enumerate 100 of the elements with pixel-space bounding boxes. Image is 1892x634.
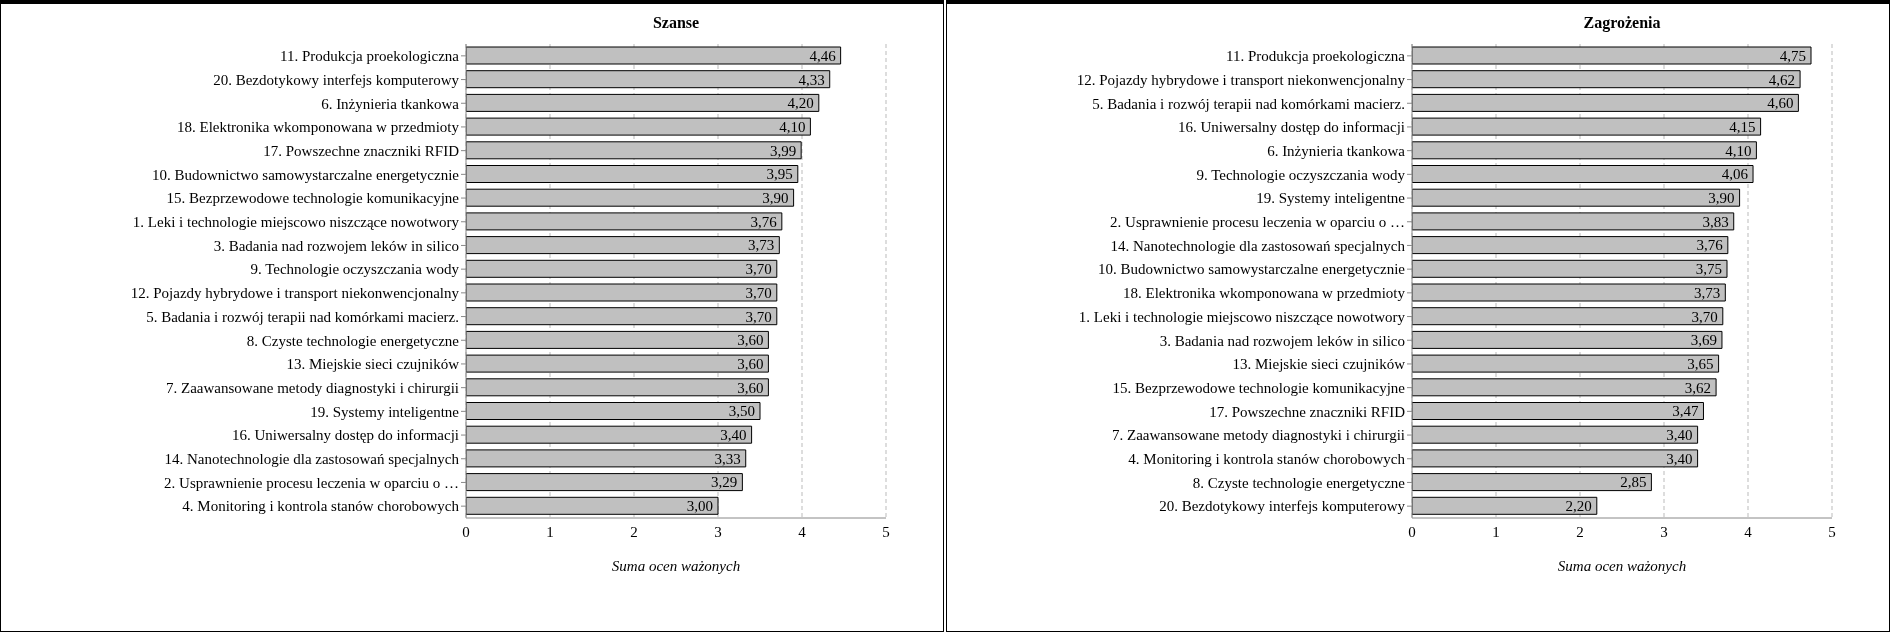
- data-label: 3,90: [1708, 190, 1735, 207]
- data-label: 4,33: [798, 71, 825, 88]
- y-tick-label: 13. Miejskie sieci czujników: [286, 356, 460, 373]
- y-tick-label: 17. Powszechne znaczniki RFID: [1209, 403, 1406, 420]
- y-tick-label: 8. Czyste technologie energetyczne: [1192, 474, 1406, 491]
- y-tick-label: 6. Inżynieria tkankowa: [1267, 142, 1406, 159]
- bar: [1412, 212, 1735, 231]
- x-tick-label: 4: [1744, 523, 1753, 540]
- y-tick-label: 1. Leki i technologie miejscowo niszczące nowotwory: [1078, 308, 1406, 325]
- data-label: 3,70: [1691, 308, 1718, 325]
- y-tick-label: 16. Uniwersalny dostęp do informacji: [1177, 119, 1405, 136]
- data-label: 3,95: [766, 166, 793, 183]
- data-label: 3,73: [1694, 284, 1721, 301]
- data-label: 3,70: [745, 308, 772, 325]
- data-label: 3,60: [737, 379, 764, 396]
- y-tick-label: 7. Zaawansowane metody diagnostyki i chirurgii: [1112, 427, 1405, 444]
- y-tick-label: 20. Bezdotykowy interfejs komputerowy: [1159, 498, 1406, 515]
- y-tick-label: 14. Nanotechnologie dla zastosowań specjalnych: [1110, 237, 1406, 254]
- data-label: 3,70: [745, 284, 772, 301]
- data-label: 3,75: [1695, 261, 1722, 278]
- y-tick-label: 4. Monitoring i kontrola stanów chorobowych: [182, 498, 460, 515]
- y-tick-label: 19. Systemy inteligentne: [1256, 190, 1406, 207]
- x-tick-label: 2: [1576, 523, 1584, 540]
- y-tick-label: 13. Miejskie sieci czujników: [1232, 356, 1406, 373]
- y-tick-label: 18. Elektronika wkomponowana w przedmioty: [176, 119, 460, 136]
- y-tick-label: 18. Elektronika wkomponowana w przedmioty: [1122, 285, 1406, 302]
- y-tick-label: 2. Usprawnienie procesu leczenia w oparciu o …: [164, 474, 459, 491]
- data-label: 3,40: [1666, 450, 1693, 467]
- data-label: 3,69: [1690, 332, 1717, 349]
- y-tick-label: 15. Bezprzewodowe technologie komunikacyjne: [166, 190, 460, 207]
- y-tick-label: 4. Monitoring i kontrola stanów chorobowych: [1128, 451, 1406, 468]
- data-label: 3,33: [714, 450, 741, 467]
- data-label: 4,75: [1779, 47, 1806, 64]
- data-label: 3,50: [728, 403, 755, 420]
- x-tick-label: 5: [882, 523, 890, 540]
- x-tick-label: 5: [1828, 523, 1836, 540]
- data-label: 2,85: [1620, 474, 1647, 491]
- x-tick-label: 3: [714, 523, 722, 540]
- y-tick-label: 9. Technologie oczyszczania wody: [250, 261, 460, 278]
- y-tick-label: 20. Bezdotykowy interfejs komputerowy: [213, 71, 460, 88]
- data-label: 4,10: [779, 118, 806, 135]
- chart-title: Zagrożenia: [1582, 14, 1662, 32]
- data-label: 3,90: [762, 190, 789, 207]
- y-tick-label: 5. Badania i rozwój terapii nad komórkami macierz.: [146, 308, 459, 325]
- y-tick-label: 11. Produkcja proekologiczna: [1226, 48, 1406, 65]
- data-label: 3,99: [769, 142, 797, 159]
- y-tick-label: 9. Technologie oczyszczania wody: [1196, 166, 1406, 183]
- y-tick-label: 5. Badania i rozwój terapii nad komórkami macierz.: [1092, 95, 1405, 112]
- y-tick-label: 3. Badania nad rozwojem leków in silico: [213, 237, 459, 254]
- data-label: 3,00: [686, 498, 713, 515]
- x-tick-label: 1: [546, 523, 554, 540]
- data-label: 3,62: [1684, 379, 1712, 396]
- data-label: 4,15: [1729, 118, 1756, 135]
- y-tick-label: 2. Usprawnienie procesu leczenia w oparciu o …: [1110, 214, 1405, 231]
- data-label: 4,06: [1721, 166, 1749, 183]
- y-tick-label: 11. Produkcja proekologiczna: [280, 48, 460, 65]
- x-axis-title: Suma ocen ważonych: [1557, 558, 1687, 574]
- x-tick-label: 0: [1408, 523, 1416, 540]
- y-tick-label: 17. Powszechne znaczniki RFID: [263, 142, 460, 159]
- data-label: 3,60: [737, 332, 764, 349]
- data-label: 3,40: [1666, 427, 1693, 444]
- data-label: 3,76: [1696, 237, 1724, 254]
- data-label: 3,76: [750, 213, 778, 230]
- data-label: 3,70: [745, 261, 772, 278]
- y-tick-label: 10. Budownictwo samowystarczalne energetycznie: [151, 166, 460, 183]
- y-tick-label: 16. Uniwersalny dostęp do informacji: [231, 427, 459, 444]
- data-label: 4,62: [1768, 71, 1796, 88]
- y-tick-label: 6. Inżynieria tkankowa: [321, 95, 460, 112]
- y-tick-label: 1. Leki i technologie miejscowo niszczące nowotwory: [132, 214, 460, 231]
- y-tick-label: 7. Zaawansowane metody diagnostyki i chirurgii: [166, 379, 459, 396]
- data-label: 3,40: [720, 427, 747, 444]
- y-tick-label: 3. Badania nad rozwojem leków in silico: [1159, 332, 1405, 349]
- bar: [466, 330, 769, 349]
- data-label: 4,60: [1767, 95, 1794, 112]
- data-label: 2,20: [1565, 498, 1592, 515]
- data-label: 3,60: [737, 355, 764, 372]
- bar: [466, 212, 783, 231]
- y-tick-label: 10. Budownictwo samowystarczalne energetycznie: [1097, 261, 1406, 278]
- y-tick-label: 15. Bezprzewodowe technologie komunikacyjne: [1112, 379, 1406, 396]
- y-tick-label: 8. Czyste technologie energetyczne: [246, 332, 460, 349]
- bar: [1412, 330, 1723, 349]
- bar: [1412, 449, 1699, 468]
- chart-title: Szanse: [651, 14, 701, 32]
- x-axis-title: Suma ocen ważonych: [611, 558, 741, 574]
- data-label: 3,29: [711, 474, 738, 491]
- data-label: 3,83: [1702, 213, 1729, 230]
- y-tick-label: 12. Pojazdy hybrydowe i transport niekonwencjonalny: [130, 285, 460, 302]
- y-tick-label: 19. Systemy inteligentne: [310, 403, 460, 420]
- data-label: 3,65: [1687, 355, 1714, 372]
- x-tick-label: 0: [462, 523, 470, 540]
- data-label: 4,20: [787, 95, 814, 112]
- x-tick-label: 3: [1660, 523, 1668, 540]
- data-label: 4,46: [809, 47, 837, 64]
- x-tick-label: 1: [1492, 523, 1500, 540]
- y-tick-label: 12. Pojazdy hybrydowe i transport niekonwencjonalny: [1076, 71, 1406, 88]
- x-tick-label: 4: [798, 523, 807, 540]
- x-tick-label: 2: [630, 523, 638, 540]
- bar: [466, 449, 747, 468]
- data-label: 3,47: [1672, 403, 1699, 420]
- y-tick-label: 14. Nanotechnologie dla zastosowań specjalnych: [164, 451, 460, 468]
